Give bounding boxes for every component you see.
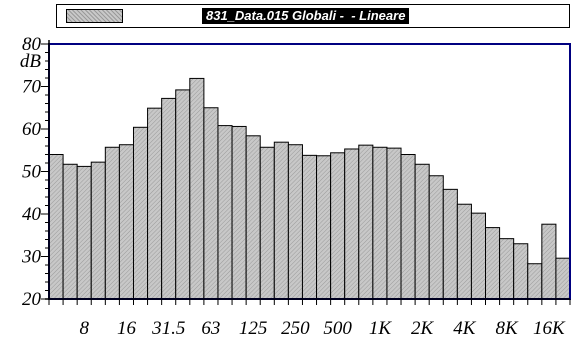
bar-100 <box>231 125 247 300</box>
bar-10K <box>513 243 529 300</box>
y-tick-label-40: 40 <box>22 204 42 225</box>
y-tick-label-70: 70 <box>22 77 42 98</box>
x-tick-label-63: 63 <box>201 318 220 339</box>
x-tick-label-31.5: 31.5 <box>151 318 185 339</box>
bar-40 <box>175 89 191 300</box>
legend: 831_Data.015 Globali - - Lineare <box>56 4 570 28</box>
bar-630 <box>344 148 360 300</box>
bar-125 <box>245 135 261 300</box>
bar-200 <box>273 141 289 300</box>
y-tick-label-50: 50 <box>22 162 42 183</box>
x-tick-label-8: 8 <box>79 318 89 339</box>
x-tick-label-8K: 8K <box>496 318 520 339</box>
bar-12.5 <box>104 146 120 300</box>
bar-8K <box>499 238 515 300</box>
bar-1K <box>372 146 388 300</box>
bar-5 <box>48 154 64 300</box>
bar-50 <box>189 77 205 300</box>
x-tick-label-500: 500 <box>323 318 352 339</box>
y-tick-label-60: 60 <box>22 119 42 140</box>
bar-4K <box>456 203 472 300</box>
x-tick-label-4K: 4K <box>453 318 477 339</box>
y-axis-unit-label: dB <box>20 51 42 72</box>
y-tick-label-30: 30 <box>21 247 42 268</box>
bar-10 <box>90 161 106 300</box>
x-tick-label-125: 125 <box>239 318 268 339</box>
bar-20K <box>555 257 571 300</box>
x-tick-label-16: 16 <box>117 318 137 339</box>
bar-2K <box>414 163 430 300</box>
x-tick-label-2K: 2K <box>411 318 435 339</box>
bar-25 <box>147 107 163 300</box>
legend-series-label: 831_Data.015 Globali - - Lineare <box>202 8 410 24</box>
bar-315 <box>301 154 318 300</box>
bar-group <box>48 77 571 300</box>
legend-swatch <box>66 9 123 23</box>
bar-16 <box>118 144 134 300</box>
bar-80 <box>217 125 233 300</box>
bar-160 <box>259 146 275 300</box>
bar-20 <box>132 126 149 300</box>
y-tick-label-80: 80 <box>22 34 42 55</box>
bar-500 <box>330 152 346 300</box>
bar-1.25K <box>386 147 402 300</box>
bar-12.5K <box>527 263 543 300</box>
bar-800 <box>358 144 374 300</box>
bar-1.6K <box>400 154 416 300</box>
x-tick-label-16K: 16K <box>533 318 566 339</box>
bar-63 <box>203 107 219 300</box>
bar-6.3K <box>485 227 501 300</box>
y-tick-label-20: 20 <box>22 289 42 310</box>
axes <box>41 40 571 305</box>
bar-5K <box>470 212 487 300</box>
bar-8 <box>76 165 92 300</box>
x-tick-label-1K: 1K <box>369 318 393 339</box>
bar-3.15K <box>442 188 458 300</box>
bar-31.5 <box>161 97 177 300</box>
bar-400 <box>316 155 332 300</box>
bar-250 <box>287 144 303 300</box>
x-tick-label-250: 250 <box>281 318 310 339</box>
bar-6.3 <box>62 163 78 300</box>
bar-16K <box>541 223 557 300</box>
bar-2.5K <box>428 175 444 300</box>
